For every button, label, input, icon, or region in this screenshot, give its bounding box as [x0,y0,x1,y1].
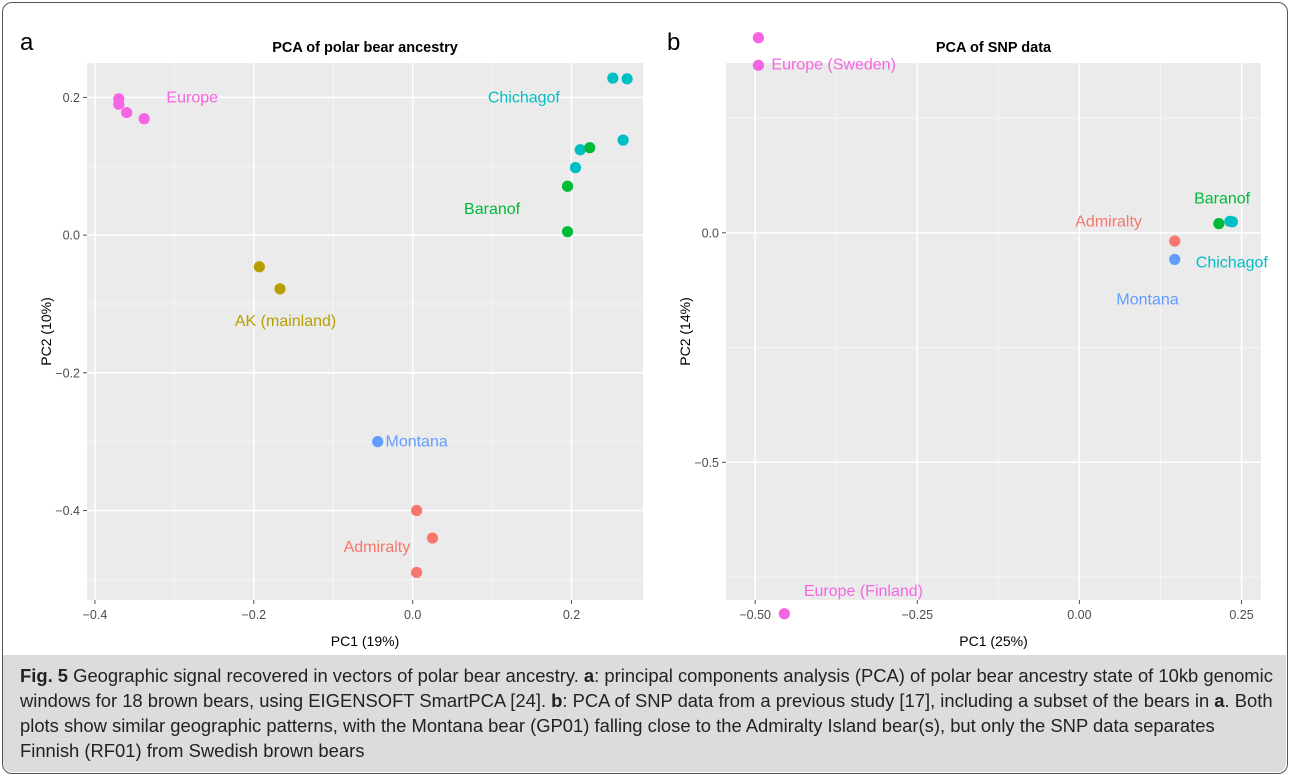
series-label: Europe [166,89,218,106]
data-point [1169,253,1181,266]
y-tick-label: −0.4 [55,504,80,518]
data-point [253,261,265,273]
panel-letter: a [20,29,34,56]
series-label: Europe (Sweden) [771,57,896,74]
data-point [1226,216,1239,228]
x-tick-label: −0.4 [83,608,108,622]
y-tick-label: 0.0 [63,229,80,243]
data-point [621,73,633,85]
panel-letter: b [667,29,680,56]
y-tick-label: 0.0 [702,226,719,240]
y-tick-label: −0.2 [55,366,80,380]
caption-a-label: a [583,665,595,686]
series-label: Admiralty [344,539,411,556]
caption-lead: Geographic signal recovered in vectors o… [68,665,584,686]
x-tick-label: 0.0 [404,608,421,622]
data-point [1213,218,1225,230]
x-tick-label: 0.2 [563,608,580,622]
series-chichagof: Chichagof [488,72,633,174]
data-point [617,134,629,146]
data-point [752,59,765,71]
data-point [138,113,150,125]
data-point [372,436,384,448]
data-point [574,144,586,156]
data-point [411,566,423,579]
series-label: Baranof [1194,190,1251,207]
series-baranof: Baranof [1194,190,1251,230]
series-montana: Montana [372,434,448,451]
y-tick-label: 0.2 [63,91,80,105]
caption-b-label: b [551,690,563,711]
plot-background [87,63,643,600]
series-chichagof: Chichagof [1196,215,1269,272]
chart-title: PCA of polar bear ancestry [272,40,458,56]
data-point [584,142,596,154]
data-point [561,226,574,238]
caption-a-text: : principal components analysis (PCA) of… [20,665,1273,711]
x-tick-label: −0.2 [241,608,266,622]
data-point [1169,235,1181,247]
y-tick-label: −0.5 [694,456,719,470]
data-point [121,106,133,119]
series-admiralty: Admiralty [1075,213,1181,247]
series-label: Montana [385,434,447,451]
x-tick-label: 0.00 [1067,608,1091,622]
x-axis-label: PC1 (25%) [959,633,1027,649]
data-point [569,162,582,174]
series-montana: Montana [1116,253,1181,308]
series-label: Admiralty [1075,213,1142,230]
plot-background [726,63,1261,600]
series-label: Chichagof [1196,255,1269,272]
x-tick-label: 0.25 [1229,608,1253,622]
series-europe: Europe [113,89,218,125]
series-label: Baranof [464,201,521,218]
data-point [426,532,439,544]
series-label: Chichagof [488,89,561,106]
figure-caption: Fig. 5 Geographic signal recovered in ve… [20,663,1275,763]
series-europe-sweden: Europe (Sweden) [752,32,896,74]
data-point [607,72,619,84]
caption-background [3,655,1286,772]
series-label: Montana [1116,291,1178,308]
data-point [411,504,423,517]
series-label: AK (mainland) [235,313,336,330]
series-baranof: Baranof [464,142,596,238]
caption-a-ref: a [1214,690,1225,711]
series-label: Europe (Finland) [804,583,923,600]
chart-title: PCA of SNP data [936,40,1052,56]
series-ak-mainland: AK (mainland) [235,261,336,330]
series-europe-finland: Europe (Finland) [778,583,923,620]
data-point [113,98,125,110]
chart-panel-b: −0.50 −0.25 0.00 0.25 0.0 −0.5 b PCA of SNP dat… [667,29,1268,649]
caption-b-text: : PCA of SNP data from a previous study … [562,690,1215,711]
data-point [274,283,286,295]
y-axis-label: PC2 (14%) [677,297,693,365]
y-axis-label: PC2 (10%) [38,297,54,365]
figure-charts: −0.4 −0.2 0.0 0.2 0.2 0.0 −0.2 −0.4 a PCA of pola… [20,29,1268,649]
chart-panel-a: −0.4 −0.2 0.0 0.2 0.2 0.0 −0.2 −0.4 a PCA of pola… [20,29,643,649]
data-point [778,608,790,620]
series-admiralty: Admiralty [344,504,439,579]
x-tick-label: −0.50 [739,608,771,622]
x-tick-label: −0.25 [901,608,933,622]
caption-fig-label: Fig. 5 [20,665,69,686]
x-axis-label: PC1 (19%) [331,633,399,649]
data-point [561,180,574,192]
caption-tail: . Both plots show similar geographic pat… [20,690,1273,761]
data-point [752,32,765,44]
